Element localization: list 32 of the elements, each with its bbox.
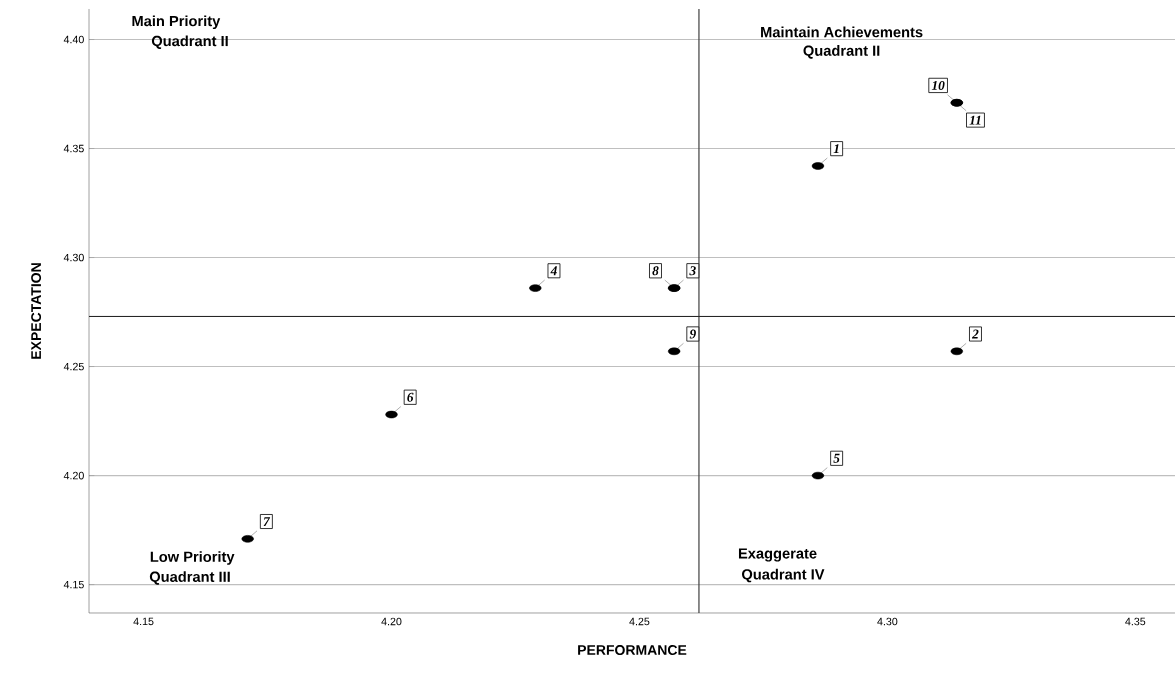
annotation: 5 bbox=[833, 453, 840, 463]
annotation: Quadrant III bbox=[149, 571, 230, 585]
annotation: 11 bbox=[969, 115, 981, 125]
y-axis-title: EXPECTATION bbox=[31, 263, 42, 359]
annotation: 2 bbox=[971, 329, 979, 339]
y-tick-label: 4.20 bbox=[63, 471, 84, 480]
x-tick-label: 4.30 bbox=[877, 617, 898, 626]
y-tick-label: 4.15 bbox=[63, 580, 84, 589]
annotation: Low Priority bbox=[150, 551, 235, 565]
annotation: Quadrant II bbox=[151, 35, 228, 49]
x-axis-title: PERFORMANCE bbox=[578, 645, 687, 655]
x-tick-label: 4.20 bbox=[381, 617, 402, 626]
x-tick-label: 4.15 bbox=[133, 617, 154, 626]
x-tick-label: 4.25 bbox=[629, 617, 650, 626]
annotation: 7 bbox=[263, 517, 271, 526]
annotation: 9 bbox=[689, 329, 696, 339]
annotation: Maintain Achievements bbox=[761, 26, 923, 38]
x-tick-label: 4.35 bbox=[1125, 617, 1146, 626]
annotation: 8 bbox=[652, 266, 659, 276]
annotation: Quadrant IV bbox=[742, 568, 825, 583]
y-tick-label: 4.35 bbox=[63, 144, 84, 153]
y-tick-label: 4.30 bbox=[63, 253, 84, 262]
annotation: 4 bbox=[550, 266, 557, 276]
y-tick-label: 4.25 bbox=[63, 362, 84, 371]
annotation: 3 bbox=[689, 266, 696, 276]
annotation: 10 bbox=[931, 80, 945, 90]
annotation: Main Priority bbox=[132, 15, 221, 30]
annotation: 1 bbox=[833, 144, 839, 154]
annotation: Exaggerate bbox=[738, 548, 817, 562]
y-tick-label: 4.40 bbox=[63, 35, 84, 44]
annotation: 6 bbox=[407, 392, 414, 402]
annotation: Quadrant II bbox=[803, 45, 880, 59]
